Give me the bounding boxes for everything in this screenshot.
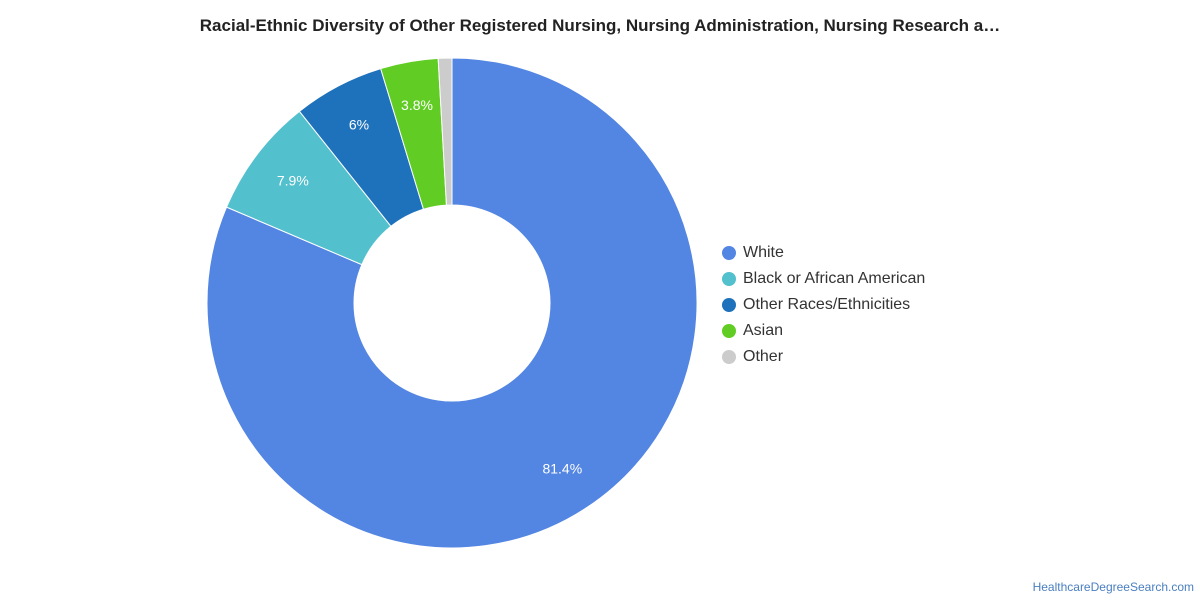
legend-swatch xyxy=(722,272,736,286)
legend-swatch xyxy=(722,350,736,364)
legend-label: Asian xyxy=(743,322,784,339)
slice-label: 6% xyxy=(349,117,369,133)
legend-swatch xyxy=(722,324,736,338)
slice-label: 3.8% xyxy=(401,97,433,113)
chart-title: Racial-Ethnic Diversity of Other Registe… xyxy=(199,16,1001,35)
legend-item[interactable]: Asian xyxy=(722,318,925,344)
slice-label: 7.9% xyxy=(277,173,309,189)
legend-label: Other xyxy=(743,348,784,365)
legend-item[interactable]: Other Races/Ethnicities xyxy=(722,292,925,318)
legend: White Black or African American Other Race… xyxy=(722,240,925,370)
legend-item[interactable]: Other xyxy=(722,344,925,370)
slice-white xyxy=(206,57,698,549)
legend-label: Black or African American xyxy=(743,270,926,287)
legend-item[interactable]: White xyxy=(722,240,925,266)
legend-label: Other Races/Ethnicities xyxy=(743,296,911,313)
legend-swatch xyxy=(722,298,736,312)
legend-item[interactable]: Black or African American xyxy=(722,266,925,292)
source-link[interactable]: HealthcareDegreeSearch.com xyxy=(1032,580,1194,594)
slice-other xyxy=(437,57,453,206)
slice-label: 81.4% xyxy=(542,461,582,477)
legend-label: White xyxy=(743,244,784,261)
legend-swatch xyxy=(722,246,736,260)
